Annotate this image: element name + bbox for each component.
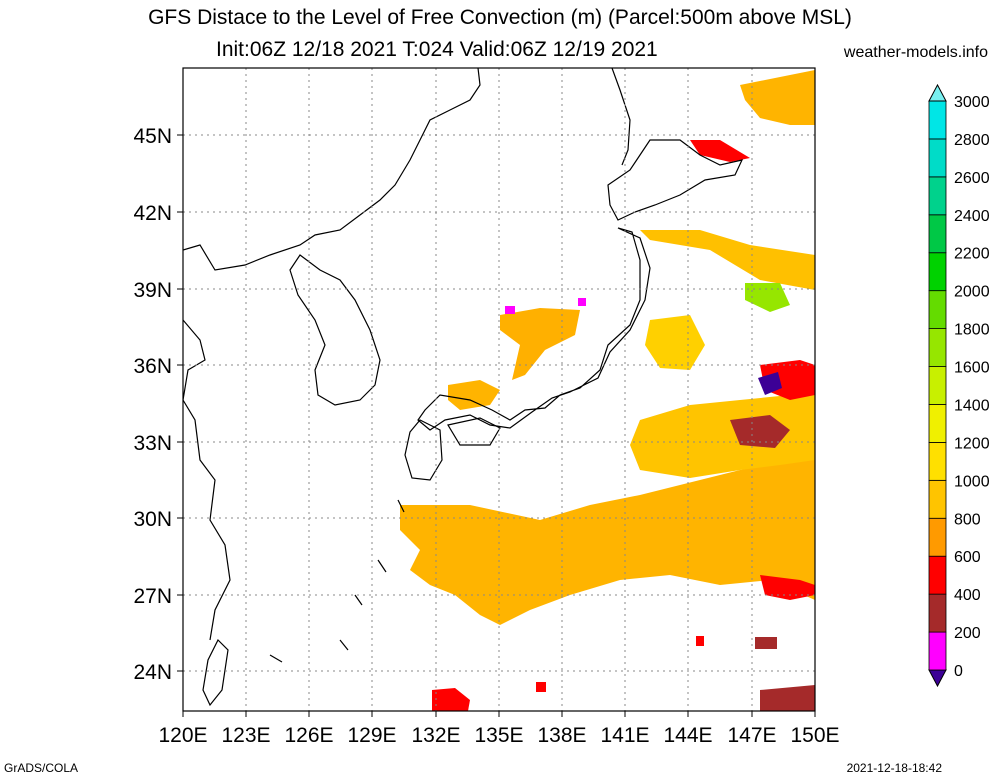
axis-ticks xyxy=(177,134,816,717)
colorbar-label: 2400 xyxy=(954,208,990,225)
shade-northeast-top xyxy=(740,70,815,125)
colorbar-label: 1000 xyxy=(954,473,990,490)
colorbar-segment xyxy=(928,631,947,671)
lon-label: 132E xyxy=(411,724,460,747)
lat-labels: 45N 42N 39N 36N 33N 30N 27N 24N xyxy=(133,125,172,684)
colorbar-label: 600 xyxy=(954,549,981,566)
lon-label: 150E xyxy=(790,724,839,747)
colorbar-label: 800 xyxy=(954,511,981,528)
lon-label: 135E xyxy=(474,724,523,747)
lon-label: 141E xyxy=(600,724,649,747)
colorbar-segment xyxy=(928,252,947,292)
site-credit: weather-models.info xyxy=(843,44,988,61)
lat-label: 45N xyxy=(133,125,172,148)
coast-korea xyxy=(289,254,381,406)
lon-labels: 120E 123E 126E 129E 132E 135E 138E 141E … xyxy=(158,724,839,747)
shade-purple xyxy=(758,372,782,395)
shade-central-patch xyxy=(645,315,705,370)
shade-brown-1 xyxy=(730,415,790,448)
lon-label: 123E xyxy=(221,724,270,747)
colorbar-segment xyxy=(928,517,947,557)
colorbar-label: 400 xyxy=(954,587,981,604)
colorbar: 0 200 400 600 800 1000 1200 1400 1600 1800 2000 220… xyxy=(928,83,990,688)
colorbar-segment xyxy=(928,479,947,519)
shade-red-4 xyxy=(690,140,750,162)
colorbar-label: 1400 xyxy=(954,397,990,414)
coast-kyushu xyxy=(404,419,443,481)
colorbar-label: 2200 xyxy=(954,246,990,263)
colorbar-label: 200 xyxy=(954,625,981,642)
colorbar-segment xyxy=(928,404,947,443)
shade-east-mid xyxy=(640,230,815,290)
colorbar-segment xyxy=(928,176,947,216)
colorbar-segment xyxy=(928,138,947,178)
shade-east-belt xyxy=(630,390,815,478)
shade-red-5 xyxy=(536,682,546,692)
shade-southwest xyxy=(448,380,500,410)
colorbar-max-triangle xyxy=(928,83,947,102)
coast-mainland xyxy=(183,68,481,271)
shade-south-belt xyxy=(400,455,815,625)
shade-brown-2 xyxy=(760,685,815,711)
shade-brown-3 xyxy=(755,637,777,649)
gridlines xyxy=(183,68,815,711)
colorbar-label: 1800 xyxy=(954,322,990,339)
coast-taiwan xyxy=(202,638,229,707)
lat-label: 42N xyxy=(133,202,172,225)
map-title: GFS Distace to the Level of Free Convect… xyxy=(148,6,852,29)
colorbar-segment xyxy=(928,290,947,329)
shade-red-6 xyxy=(696,636,704,646)
lon-label: 144E xyxy=(663,724,712,747)
colorbar-label: 0 xyxy=(954,663,963,680)
coast-honshu xyxy=(417,227,651,431)
footer-software: GrADS/COLA xyxy=(4,761,79,775)
lat-label: 36N xyxy=(133,355,172,378)
lat-label: 39N xyxy=(133,279,172,302)
lon-label: 126E xyxy=(284,724,333,747)
coast-ryukyu xyxy=(269,499,405,663)
coast-china xyxy=(183,319,231,641)
footer-timestamp: 2021-12-18-18:42 xyxy=(846,761,942,775)
coast-shikoku xyxy=(447,417,501,446)
lat-label: 30N xyxy=(133,508,172,531)
colorbar-label: 2600 xyxy=(954,170,990,187)
colorbar-label: 2000 xyxy=(954,284,990,301)
colorbar-segment xyxy=(928,100,947,140)
shade-magenta-1 xyxy=(505,306,515,314)
coastlines xyxy=(183,68,744,707)
lat-label: 24N xyxy=(133,661,172,684)
coast-hokkaido xyxy=(607,139,744,221)
map-subtitle: Init:06Z 12/18 2021 T:024 Valid:06Z 12/1… xyxy=(216,38,658,61)
colorbar-segment xyxy=(928,366,947,405)
lon-label: 129E xyxy=(347,724,396,747)
colorbar-label: 2800 xyxy=(954,132,990,149)
colorbar-label: 1600 xyxy=(954,360,990,377)
shade-red-2 xyxy=(760,575,815,600)
coast-sakhalin xyxy=(611,68,631,166)
colorbar-segment xyxy=(928,214,947,254)
lat-label: 27N xyxy=(133,585,172,608)
colorbar-min-triangle xyxy=(928,669,947,688)
colorbar-segment xyxy=(928,555,947,595)
shade-japan-sea xyxy=(500,308,580,380)
lon-label: 120E xyxy=(158,724,207,747)
shade-red-3 xyxy=(432,688,470,711)
colorbar-segment xyxy=(928,328,947,367)
colorbar-segment xyxy=(928,441,947,481)
lon-label: 147E xyxy=(727,724,776,747)
colorbar-label: 1200 xyxy=(954,435,990,452)
colorbar-label: 3000 xyxy=(954,94,990,111)
colorbar-segment xyxy=(928,593,947,633)
shade-magenta-2 xyxy=(578,298,586,306)
shade-green xyxy=(745,283,790,312)
lat-label: 33N xyxy=(133,432,172,455)
lfc-shading xyxy=(400,70,815,711)
lon-label: 138E xyxy=(537,724,586,747)
